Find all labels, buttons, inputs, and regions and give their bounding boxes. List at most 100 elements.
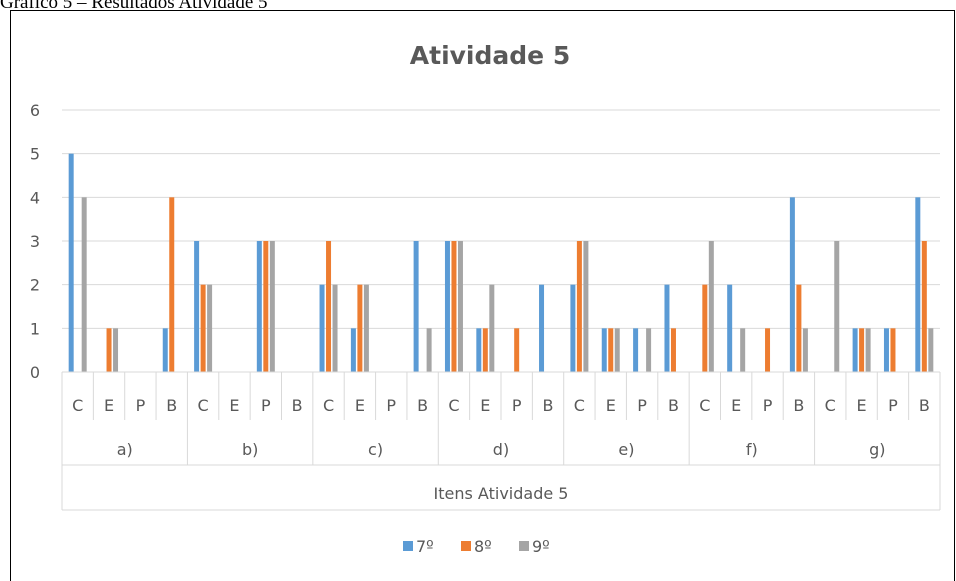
bar (852, 328, 858, 372)
legend-swatch (519, 541, 529, 551)
group-label: e) (618, 440, 634, 459)
bar (570, 284, 576, 372)
y-tick-label: 6 (30, 101, 40, 120)
bar (426, 328, 432, 372)
x-tick-label: B (793, 396, 804, 415)
group-label: d) (493, 440, 509, 459)
group-label: b) (242, 440, 258, 459)
x-tick-label: E (857, 396, 867, 415)
bar (601, 328, 607, 372)
bar (796, 284, 802, 372)
bar (859, 328, 865, 372)
y-tick-label: 1 (30, 319, 40, 338)
legend-swatch (403, 541, 413, 551)
x-tick-label: E (480, 396, 490, 415)
bar (444, 241, 450, 372)
x-tick-label: B (919, 396, 930, 415)
x-tick-label: C (699, 396, 710, 415)
bar (664, 284, 670, 372)
x-tick-label: P (512, 396, 522, 415)
bar (765, 328, 771, 372)
legend-label: 7º (416, 537, 434, 556)
bar (169, 197, 175, 372)
bar (194, 241, 200, 372)
y-tick-label: 3 (30, 232, 40, 251)
bar (727, 284, 733, 372)
group-label: c) (368, 440, 383, 459)
bar (457, 241, 463, 372)
bar (207, 284, 213, 372)
y-tick-label: 5 (30, 145, 40, 164)
x-tick-label: B (543, 396, 554, 415)
bar (646, 328, 652, 372)
bar (106, 328, 112, 372)
group-label: f) (746, 440, 758, 459)
bar (614, 328, 620, 372)
bar (113, 328, 119, 372)
bar (789, 197, 795, 372)
x-tick-label: B (166, 396, 177, 415)
x-tick-label: C (448, 396, 459, 415)
legend-label: 8º (474, 537, 492, 556)
bar (576, 241, 582, 372)
legend-label: 9º (532, 537, 550, 556)
x-tick-label: B (292, 396, 303, 415)
x-tick-label: C (825, 396, 836, 415)
bar (162, 328, 168, 372)
bar (834, 241, 840, 372)
x-tick-label: E (355, 396, 365, 415)
x-axis-label: Itens Atividade 5 (434, 484, 569, 503)
bar (476, 328, 482, 372)
bar (670, 328, 676, 372)
bar (915, 197, 921, 372)
bar (928, 328, 934, 372)
chart-frame (10, 10, 955, 581)
group-label: a) (117, 440, 133, 459)
x-tick-label: B (417, 396, 428, 415)
x-tick-label: C (72, 396, 83, 415)
bar (332, 284, 338, 372)
bar (708, 241, 714, 372)
bar (865, 328, 871, 372)
bar (740, 328, 746, 372)
bar (200, 284, 206, 372)
bar (413, 241, 419, 372)
y-tick-label: 4 (30, 188, 40, 207)
bar (319, 284, 325, 372)
x-tick-label: P (637, 396, 647, 415)
bar (68, 153, 74, 372)
x-tick-label: P (888, 396, 898, 415)
bar (539, 284, 545, 372)
bar (890, 328, 896, 372)
bar (883, 328, 889, 372)
x-tick-label: C (574, 396, 585, 415)
group-label: g) (869, 440, 885, 459)
bar (482, 328, 488, 372)
x-tick-label: B (668, 396, 679, 415)
caption: Gráfico 5 – Resultados Atividade 5 (0, 0, 268, 13)
bar (263, 241, 269, 372)
bar (608, 328, 614, 372)
bar (357, 284, 363, 372)
bar (81, 197, 87, 372)
bar (489, 284, 495, 372)
x-tick-label: P (136, 396, 146, 415)
x-tick-label: P (763, 396, 773, 415)
x-tick-label: P (261, 396, 271, 415)
bar (583, 241, 589, 372)
bar (256, 241, 262, 372)
bar (633, 328, 639, 372)
x-tick-label: E (104, 396, 114, 415)
bar (921, 241, 927, 372)
x-tick-label: C (323, 396, 334, 415)
x-tick-label: E (731, 396, 741, 415)
bar (514, 328, 520, 372)
bar (451, 241, 457, 372)
x-tick-label: P (386, 396, 396, 415)
bar (269, 241, 275, 372)
x-tick-label: E (606, 396, 616, 415)
x-tick-label: E (229, 396, 239, 415)
chart-title: Atividade 5 (410, 41, 570, 70)
